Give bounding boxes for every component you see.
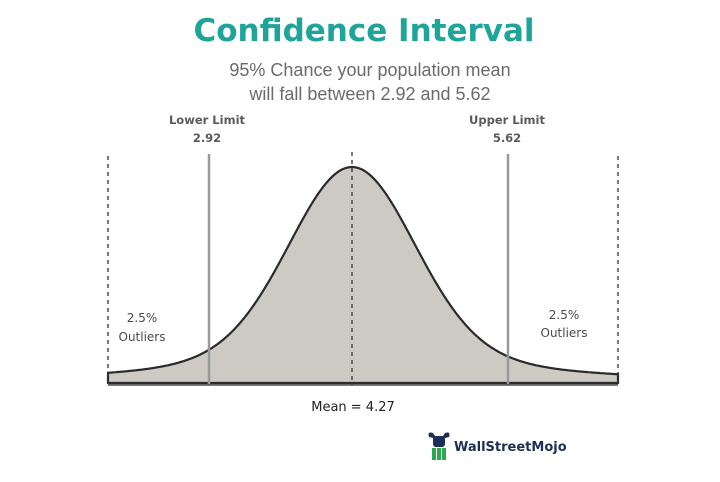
right-outlier-label: Outliers xyxy=(541,326,588,340)
lower-limit-value: 2.92 xyxy=(193,131,221,145)
upper-limit-value: 5.62 xyxy=(493,131,521,145)
page-title: Confidence Interval xyxy=(193,13,534,49)
lower-limit-title: Lower Limit xyxy=(169,113,246,127)
right-outlier-percent: 2.5% xyxy=(549,308,580,322)
left-outlier-percent: 2.5% xyxy=(127,311,158,325)
subtitle-line-2: will fall between 2.92 and 5.62 xyxy=(248,84,490,104)
wallstreetmojo-logo-icon xyxy=(428,432,450,460)
left-outlier-label: Outliers xyxy=(119,330,166,344)
subtitle-line-1: 95% Chance your population mean xyxy=(229,60,510,80)
bell-curve xyxy=(106,165,620,385)
mean-label: Mean = 4.27 xyxy=(311,400,395,415)
upper-limit-title: Upper Limit xyxy=(469,113,545,127)
brand-name: WallStreetMojo xyxy=(454,440,567,455)
